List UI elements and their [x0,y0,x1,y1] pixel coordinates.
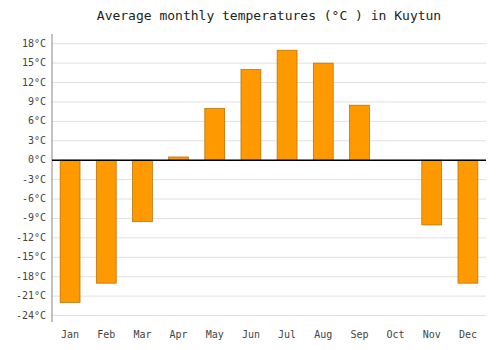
x-tick-label: Aug [314,329,332,340]
bar [422,160,442,225]
grid-line [52,101,486,102]
x-tick-label: Jan [61,329,79,340]
x-tick-label: Sep [350,329,368,340]
bar [132,160,152,221]
grid-line [52,257,486,258]
grid-line [52,179,486,180]
y-tick-label: 15°C [22,57,46,68]
grid-line [52,82,486,83]
chart: Average monthly temperatures (°C ) in Ku… [0,0,500,350]
y-tick-label: -21°C [16,290,46,301]
bar [349,105,369,160]
y-tick-label: 3°C [28,135,46,146]
x-tick-label: Jul [278,329,296,340]
zero-line [52,159,486,161]
bar [277,50,297,160]
grid-line [52,218,486,219]
x-tick-label: Feb [97,329,115,340]
grid-line [52,276,486,277]
bar [96,160,116,283]
grid-line [52,296,486,297]
grid-line [52,43,486,44]
title: Average monthly temperatures (°C ) in Ku… [97,8,441,23]
y-tick-label: 12°C [22,77,46,88]
x-tick-label: Oct [387,329,405,340]
grid-line [52,140,486,141]
x-tick-label: Jun [242,329,260,340]
x-tick-label: Apr [170,329,188,340]
bar [60,160,80,302]
bar [313,63,333,160]
grid-line [52,199,486,200]
bar [241,70,261,161]
grid-line [52,63,486,64]
y-tick-label: 18°C [22,38,46,49]
y-tick-label: -6°C [22,193,46,204]
grid-line [52,315,486,316]
bar [205,108,225,160]
x-tick-label: Mar [133,329,151,340]
grid-line [52,160,486,161]
y-tick-label: -12°C [16,232,46,243]
y-axis-line [52,34,53,322]
grid [52,44,486,316]
x-tick-label: Dec [459,329,477,340]
y-tick-label: 0°C [28,154,46,165]
y-tick-label: 9°C [28,96,46,107]
y-tick-label: -15°C [16,251,46,262]
y-tick-label: 6°C [28,115,46,126]
y-tick-label: -18°C [16,271,46,282]
y-tick-label: -24°C [16,310,46,321]
grid-line [52,121,486,122]
bar [458,160,478,283]
y-tick-label: -3°C [22,174,46,185]
x-tick-label: Nov [423,329,441,340]
grid-line [52,237,486,238]
bars [60,50,478,302]
x-tick-label: May [206,329,224,340]
y-tick-label: -9°C [22,212,46,223]
